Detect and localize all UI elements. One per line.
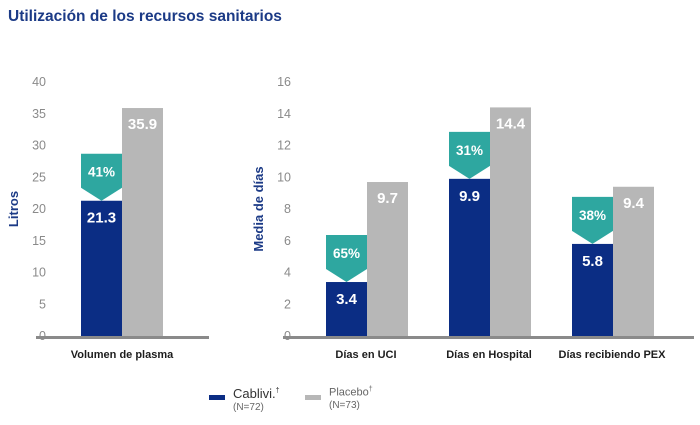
bar-cablivi bbox=[449, 178, 490, 336]
y-tick-label: 2 bbox=[284, 297, 291, 311]
legend-label-cablivi: Cablivi. bbox=[233, 386, 276, 401]
bar-label-cablivi: 3.4 bbox=[336, 291, 358, 308]
bar-label-placebo: 35.9 bbox=[128, 116, 157, 133]
category-label: Días en Hospital bbox=[446, 349, 532, 361]
y-tick-label: 5 bbox=[39, 297, 46, 311]
bar-label-cablivi: 21.3 bbox=[87, 210, 116, 227]
reduction-label: 38% bbox=[579, 208, 606, 223]
bar-label-cablivi: 9.9 bbox=[459, 188, 480, 205]
legend-item-placebo: Placebo† (N=73) bbox=[305, 386, 373, 411]
y-tick-label: 6 bbox=[284, 234, 291, 248]
reduction-label: 31% bbox=[456, 143, 483, 158]
bar-cablivi bbox=[81, 200, 122, 336]
y-tick-label: 25 bbox=[32, 170, 46, 184]
legend-mark-cablivi: † bbox=[275, 387, 280, 395]
legend-mark-placebo: † bbox=[368, 386, 373, 393]
y-tick-label: 8 bbox=[284, 202, 291, 216]
y-tick-label: 35 bbox=[32, 107, 46, 121]
reduction-marker bbox=[572, 196, 613, 244]
y-axis-label-0: Litros bbox=[6, 191, 21, 227]
category-label: Días recibiendo PEX bbox=[559, 349, 667, 361]
legend-n-cablivi: (N=72) bbox=[233, 402, 264, 413]
bar-label-placebo: 9.4 bbox=[623, 195, 645, 212]
y-tick-label: 40 bbox=[32, 75, 46, 89]
bar-placebo bbox=[367, 182, 408, 336]
reduction-marker bbox=[81, 153, 122, 201]
y-tick-label: 10 bbox=[277, 170, 291, 184]
bar-placebo bbox=[613, 186, 654, 336]
y-tick-label: 15 bbox=[32, 234, 46, 248]
bar-placebo bbox=[122, 108, 163, 336]
y-axis-label-1: Media de días bbox=[251, 166, 266, 251]
bar-placebo bbox=[490, 107, 531, 337]
reduction-label: 41% bbox=[88, 165, 115, 180]
bar-cablivi bbox=[326, 282, 367, 336]
legend-label-placebo: Placebo bbox=[329, 386, 369, 399]
legend-swatch-cablivi bbox=[209, 395, 225, 400]
y-tick-label: 12 bbox=[277, 139, 291, 153]
reduction-marker bbox=[326, 235, 367, 283]
legend-n-placebo: (N=73) bbox=[329, 399, 360, 411]
y-tick-label: 10 bbox=[32, 266, 46, 280]
bar-label-placebo: 9.7 bbox=[377, 190, 398, 207]
category-label: Días en UCI bbox=[335, 349, 396, 361]
bar-cablivi bbox=[572, 243, 613, 336]
reduction-marker bbox=[449, 131, 490, 179]
bar-label-cablivi: 5.8 bbox=[582, 253, 603, 270]
y-tick-label: 20 bbox=[32, 202, 46, 216]
category-label: Volumen de plasma bbox=[71, 349, 174, 361]
chart-title: Utilización de los recursos sanitarios bbox=[8, 8, 282, 25]
y-tick-label: 14 bbox=[277, 107, 291, 121]
y-tick-label: 30 bbox=[32, 139, 46, 153]
bar-label-placebo: 14.4 bbox=[496, 115, 526, 132]
legend-swatch-placebo bbox=[305, 395, 321, 400]
y-tick-label: 16 bbox=[277, 75, 291, 89]
legend-item-cablivi: Cablivi.† (N=72) bbox=[209, 386, 280, 413]
y-tick-label: 4 bbox=[284, 266, 291, 280]
reduction-label: 65% bbox=[333, 246, 360, 261]
